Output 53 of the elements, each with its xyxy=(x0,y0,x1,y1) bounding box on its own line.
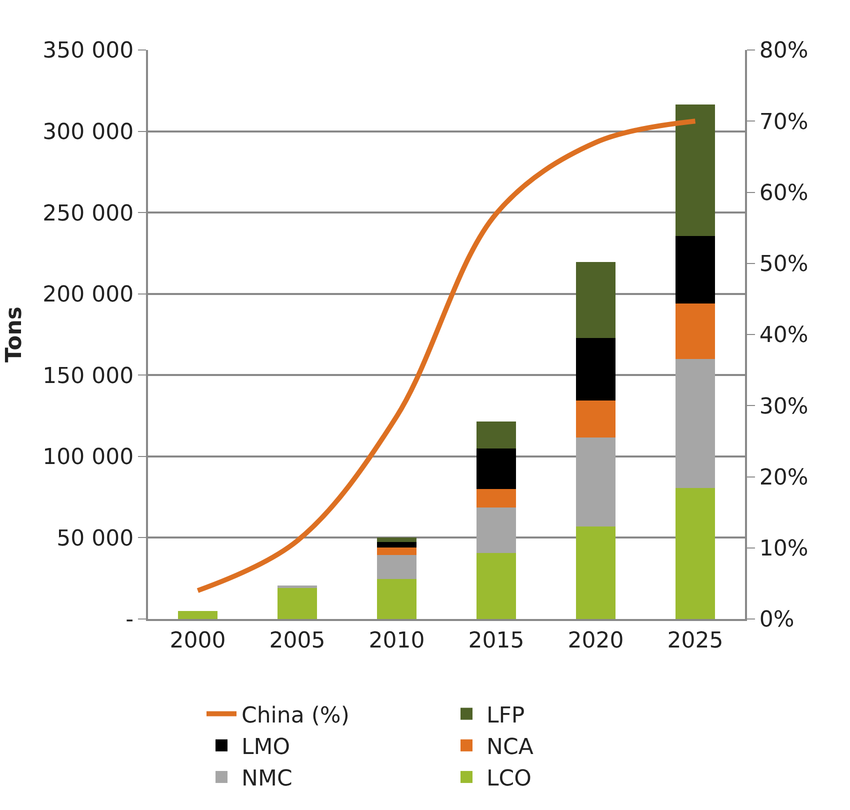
bar xyxy=(576,438,616,526)
bar xyxy=(476,421,516,448)
x-tick-label: 2015 xyxy=(468,628,524,654)
bar xyxy=(376,542,417,548)
y-tick-label: 150 000 xyxy=(42,364,134,389)
y-tick-label: 350 000 xyxy=(42,38,134,64)
bar xyxy=(376,538,417,542)
bar xyxy=(576,526,616,619)
bar xyxy=(675,304,716,359)
bar xyxy=(576,400,616,438)
y-tick-label: 250 000 xyxy=(42,201,134,226)
bar xyxy=(675,104,716,236)
x-tick-label: 2010 xyxy=(368,628,425,654)
bar xyxy=(576,262,616,338)
y2-tick-label: 50% xyxy=(759,252,808,278)
y-tick-label: 50 000 xyxy=(56,526,134,552)
y2-tick-label: 70% xyxy=(759,110,808,135)
bar xyxy=(576,338,616,400)
y2-tick-label: 30% xyxy=(759,394,808,420)
bar xyxy=(476,448,516,489)
x-tick-label: 2000 xyxy=(170,628,226,654)
x-tick-label: 2020 xyxy=(568,628,624,654)
x-tick-label: 2025 xyxy=(667,628,724,654)
bar xyxy=(178,610,218,619)
y-axis-title: Tons xyxy=(2,306,27,362)
legend-label: LCO xyxy=(486,766,532,792)
y-tick-label: 100 000 xyxy=(42,445,134,470)
bar xyxy=(376,579,417,619)
bar xyxy=(675,358,716,488)
y2-tick-label: 20% xyxy=(759,465,808,490)
bar xyxy=(675,236,716,304)
legend-label: China (%) xyxy=(242,703,350,728)
y-tick-label: - xyxy=(126,608,134,633)
bar xyxy=(476,508,516,554)
bar xyxy=(277,588,318,619)
legend-label: NCA xyxy=(486,734,534,760)
y2-tick-label: 40% xyxy=(759,323,808,348)
bar xyxy=(376,547,417,555)
legend-label: LFP xyxy=(486,703,525,728)
legend-label: LMO xyxy=(242,734,290,760)
y-tick-label: 300 000 xyxy=(42,120,134,145)
y-tick-label: 200 000 xyxy=(42,282,134,308)
legend-label: NMC xyxy=(242,766,292,792)
bar xyxy=(675,488,716,619)
y2-tick-label: 60% xyxy=(759,180,808,206)
bar xyxy=(476,488,516,508)
y2-tick-label: 10% xyxy=(759,536,808,562)
bar xyxy=(376,554,417,580)
x-tick-label: 2005 xyxy=(269,628,326,654)
y2-tick-label: 0% xyxy=(759,608,794,633)
bar xyxy=(476,553,516,619)
bar xyxy=(277,586,318,588)
y2-tick-label: 80% xyxy=(759,38,808,64)
